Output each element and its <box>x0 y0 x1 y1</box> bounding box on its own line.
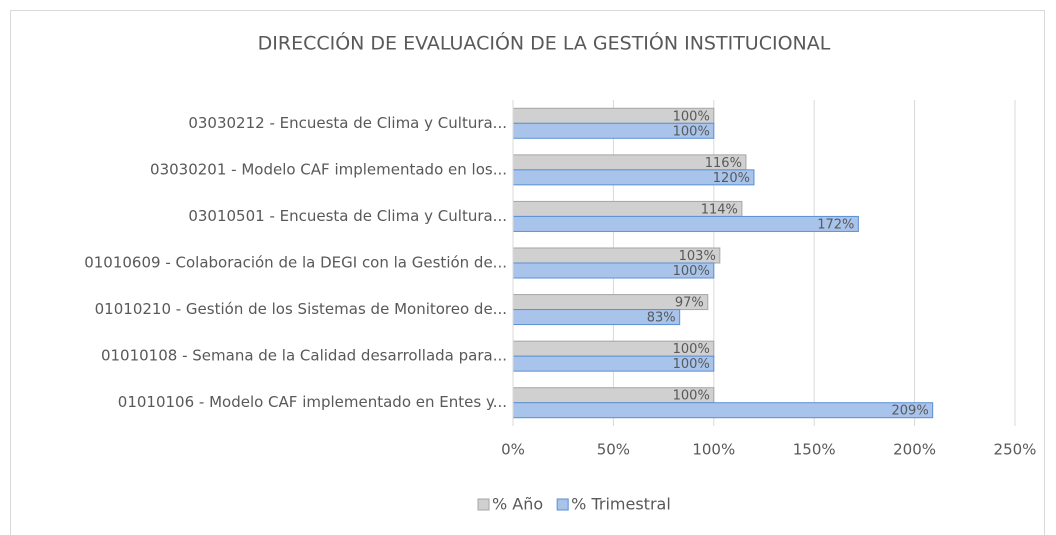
legend-swatch <box>556 498 569 511</box>
x-tick-label: 150% <box>793 441 836 459</box>
value-label: 100% <box>673 124 710 139</box>
x-tick-label: 250% <box>994 441 1037 459</box>
x-tick-label: 100% <box>692 441 735 459</box>
value-label: 172% <box>817 217 854 232</box>
legend-label: % Año <box>492 495 543 514</box>
y-tick-label: 03030201 - Modelo CAF implementado en lo… <box>150 160 507 178</box>
value-label: 100% <box>673 264 710 279</box>
chart-title: DIRECCIÓN DE EVALUACIÓN DE LA GESTIÓN IN… <box>258 31 831 55</box>
bar <box>512 402 934 419</box>
y-tick-label: 01010210 - Gestión de los Sistemas de Mo… <box>95 300 507 318</box>
bar <box>512 215 859 232</box>
value-label: 100% <box>673 109 710 124</box>
legend-swatch <box>477 498 490 511</box>
value-label: 114% <box>701 202 738 217</box>
y-tick-label: 01010609 - Colaboración de la DEGI con l… <box>84 254 507 272</box>
x-tick-label: 0% <box>501 441 525 459</box>
x-tick-label: 50% <box>597 441 630 459</box>
legend-label: % Trimestral <box>571 495 671 514</box>
value-label: 120% <box>713 171 750 186</box>
y-tick-label: 03010501 - Encuesta de Clima y Cultura..… <box>188 207 507 225</box>
value-label: 103% <box>679 249 716 264</box>
value-label: 97% <box>675 296 704 311</box>
value-label: 116% <box>705 156 742 171</box>
x-tick-label: 200% <box>893 441 936 459</box>
value-label: 100% <box>673 342 710 357</box>
value-label: 100% <box>673 357 710 372</box>
value-label: 209% <box>892 404 929 419</box>
value-label: 83% <box>647 311 676 326</box>
y-tick-label: 01010108 - Semana de la Calidad desarrol… <box>101 347 507 365</box>
y-tick-label: 01010106 - Modelo CAF implementado en En… <box>118 393 507 411</box>
value-label: 100% <box>673 389 710 404</box>
y-tick-label: 03030212 - Encuesta de Clima y Cultura..… <box>188 114 507 132</box>
